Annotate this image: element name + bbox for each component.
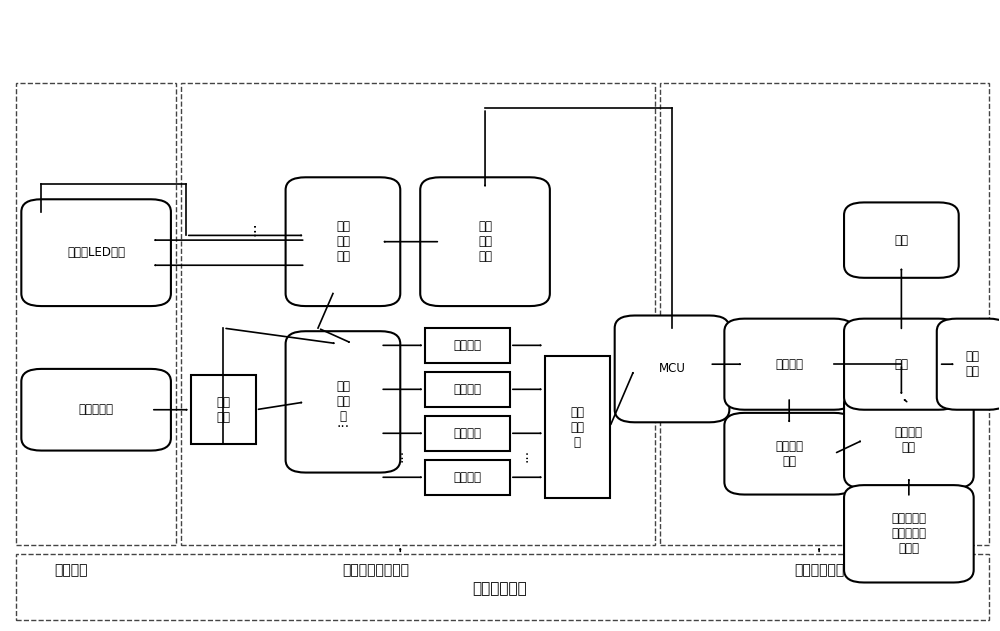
FancyBboxPatch shape xyxy=(724,319,854,410)
Text: ···: ··· xyxy=(520,449,534,462)
Text: 低通滤波: 低通滤波 xyxy=(454,427,482,440)
Text: 传统方法测
得的胆红素
浓度值: 传统方法测 得的胆红素 浓度值 xyxy=(891,512,926,555)
FancyBboxPatch shape xyxy=(21,369,171,451)
Text: 多波长LED阵列: 多波长LED阵列 xyxy=(67,246,125,259)
Text: 校正模型
建立: 校正模型 建立 xyxy=(895,425,923,454)
Text: 前端信号采集模块: 前端信号采集模块 xyxy=(342,563,409,577)
Text: ···: ··· xyxy=(248,221,263,235)
Text: 电源管理模块: 电源管理模块 xyxy=(473,581,527,596)
Text: 多路
复用
器: 多路 复用 器 xyxy=(336,380,350,423)
Text: 光电探测器: 光电探测器 xyxy=(79,403,114,416)
Text: ···: ··· xyxy=(336,420,350,434)
FancyBboxPatch shape xyxy=(425,372,510,406)
Text: 多路
转换
开关: 多路 转换 开关 xyxy=(336,220,350,263)
FancyBboxPatch shape xyxy=(191,375,256,444)
FancyBboxPatch shape xyxy=(286,177,400,306)
FancyBboxPatch shape xyxy=(844,203,959,278)
FancyBboxPatch shape xyxy=(425,460,510,495)
FancyBboxPatch shape xyxy=(545,357,610,498)
FancyBboxPatch shape xyxy=(425,328,510,363)
Text: 显示: 显示 xyxy=(894,233,908,247)
Text: MCU: MCU xyxy=(659,362,685,375)
FancyBboxPatch shape xyxy=(724,413,854,495)
Text: 模数
转换
器: 模数 转换 器 xyxy=(570,406,584,449)
FancyBboxPatch shape xyxy=(937,319,1000,410)
FancyBboxPatch shape xyxy=(420,177,550,306)
Text: 低通滤波: 低通滤波 xyxy=(454,471,482,484)
FancyBboxPatch shape xyxy=(844,485,974,582)
Text: 通信
接口: 通信 接口 xyxy=(966,350,980,378)
Text: 特征信息
提取: 特征信息 提取 xyxy=(775,440,803,468)
FancyBboxPatch shape xyxy=(844,391,974,488)
Text: 信号处理: 信号处理 xyxy=(775,358,803,370)
Text: 信号处理模块: 信号处理模块 xyxy=(794,563,844,577)
FancyBboxPatch shape xyxy=(286,331,400,473)
FancyBboxPatch shape xyxy=(425,416,510,451)
Text: 低通滤波: 低通滤波 xyxy=(454,339,482,352)
FancyBboxPatch shape xyxy=(615,316,729,422)
FancyBboxPatch shape xyxy=(21,199,171,306)
Text: 预测: 预测 xyxy=(894,358,908,370)
Text: 放大
电路: 放大 电路 xyxy=(216,396,230,424)
Text: ···: ··· xyxy=(396,449,410,462)
Text: 低通滤波: 低通滤波 xyxy=(454,383,482,396)
FancyBboxPatch shape xyxy=(844,319,959,410)
Text: 光源
驱动
电路: 光源 驱动 电路 xyxy=(478,220,492,263)
Text: 探头模块: 探头模块 xyxy=(54,563,88,577)
